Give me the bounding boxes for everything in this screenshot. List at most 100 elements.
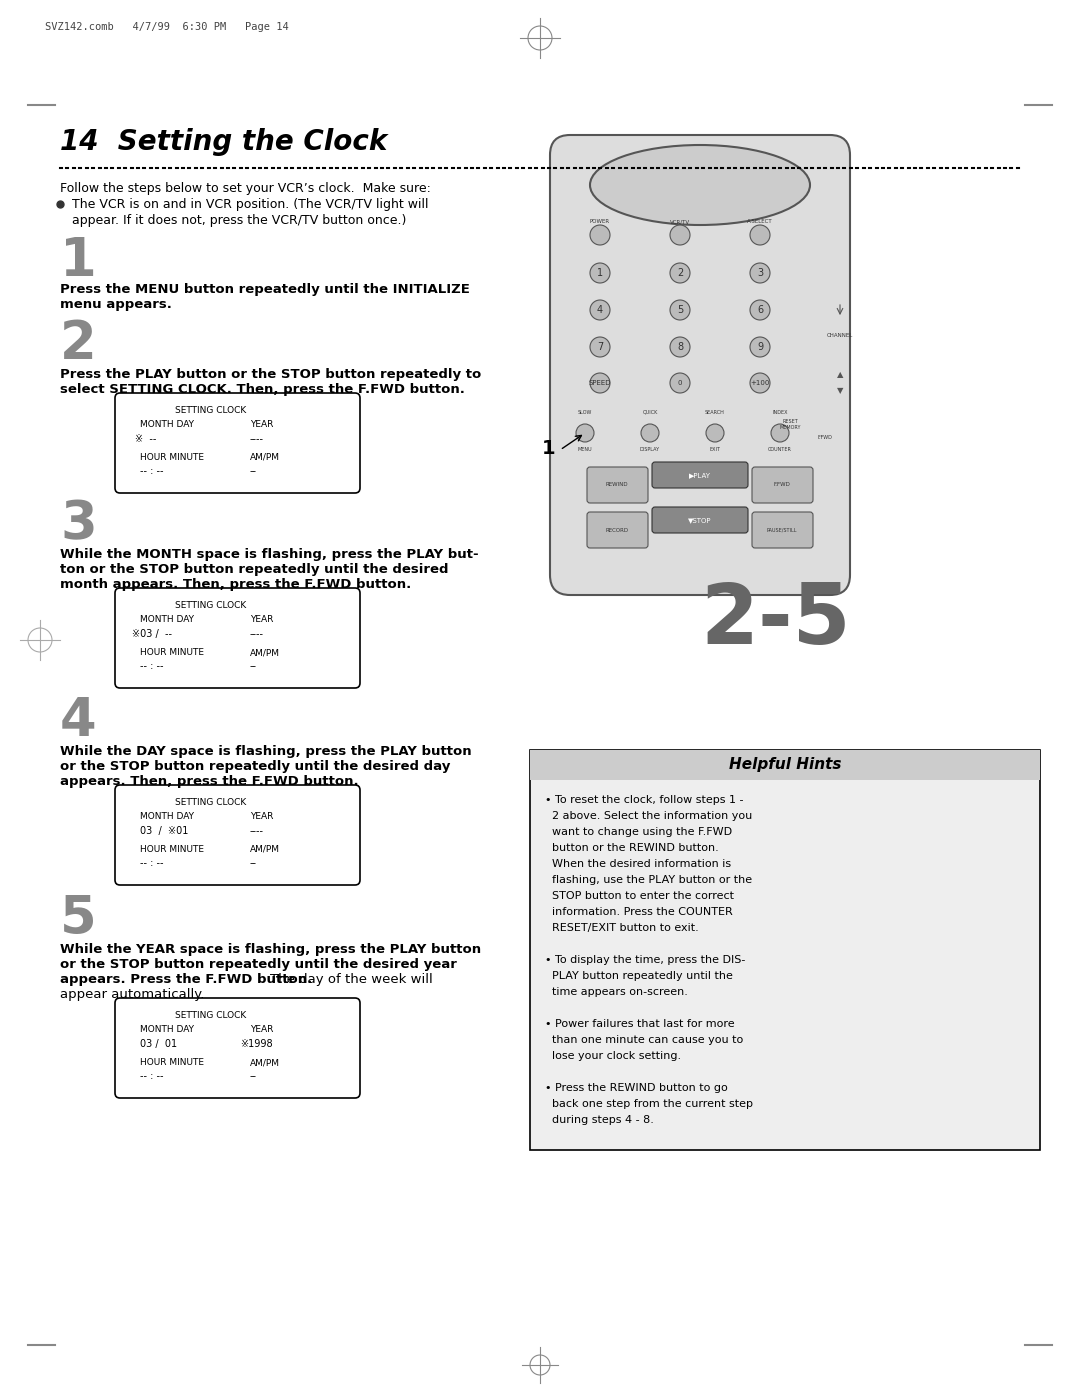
Text: SETTING CLOCK: SETTING CLOCK <box>175 798 246 807</box>
Text: 2: 2 <box>60 319 97 370</box>
Text: 5: 5 <box>60 893 96 944</box>
Text: menu appears.: menu appears. <box>60 298 172 312</box>
Text: select SETTING CLOCK. Then, press the F.FWD button.: select SETTING CLOCK. Then, press the F.… <box>60 383 464 395</box>
Text: MENU: MENU <box>578 447 592 453</box>
Text: • To display the time, press the DIS-: • To display the time, press the DIS- <box>545 956 745 965</box>
Text: PLAY button repeatedly until the: PLAY button repeatedly until the <box>545 971 733 981</box>
Text: appear automatically.: appear automatically. <box>60 988 204 1002</box>
Text: SVZ142.comb   4/7/99  6:30 PM   Page 14: SVZ142.comb 4/7/99 6:30 PM Page 14 <box>45 22 288 32</box>
Text: --: -- <box>249 467 257 476</box>
Text: month appears. Then, press the F.FWD button.: month appears. Then, press the F.FWD but… <box>60 578 411 591</box>
Text: MONTH DAY: MONTH DAY <box>140 615 194 624</box>
Text: 8: 8 <box>677 342 683 352</box>
Text: 14  Setting the Clock: 14 Setting the Clock <box>60 129 388 156</box>
Text: -- : --: -- : -- <box>140 1071 163 1081</box>
Text: AM/PM: AM/PM <box>249 1058 280 1067</box>
Text: 6: 6 <box>757 305 764 314</box>
FancyBboxPatch shape <box>652 462 748 488</box>
Text: STOP button to enter the correct: STOP button to enter the correct <box>545 891 734 901</box>
Text: Press the PLAY button or the STOP button repeatedly to: Press the PLAY button or the STOP button… <box>60 367 482 381</box>
Text: than one minute can cause you to: than one minute can cause you to <box>545 1035 743 1045</box>
Circle shape <box>590 300 610 320</box>
Text: The VCR is on and in VCR position. (The VCR/TV light will: The VCR is on and in VCR position. (The … <box>72 198 429 211</box>
Text: COUNTER: COUNTER <box>768 447 792 453</box>
Text: While the YEAR space is flashing, press the PLAY button: While the YEAR space is flashing, press … <box>60 943 481 956</box>
Text: AM/PM: AM/PM <box>249 845 280 854</box>
Text: YEAR: YEAR <box>249 1025 273 1034</box>
Circle shape <box>750 300 770 320</box>
Text: 2 above. Select the information you: 2 above. Select the information you <box>545 812 753 821</box>
Text: MONTH DAY: MONTH DAY <box>140 1025 194 1034</box>
Text: RECORD: RECORD <box>606 528 629 532</box>
Circle shape <box>670 373 690 393</box>
FancyBboxPatch shape <box>752 511 813 548</box>
Ellipse shape <box>590 145 810 225</box>
Circle shape <box>750 337 770 358</box>
FancyBboxPatch shape <box>652 507 748 534</box>
Text: F.FWD: F.FWD <box>773 482 791 488</box>
FancyBboxPatch shape <box>530 750 1040 780</box>
Circle shape <box>750 263 770 284</box>
Text: appears. Press the F.FWD button.: appears. Press the F.FWD button. <box>60 972 316 986</box>
FancyBboxPatch shape <box>588 511 648 548</box>
FancyBboxPatch shape <box>752 467 813 503</box>
Text: ※  --: ※ -- <box>135 434 157 444</box>
Text: ※1998: ※1998 <box>240 1039 272 1049</box>
Text: ----: ---- <box>249 629 264 638</box>
Circle shape <box>576 425 594 441</box>
Text: A.SELECT: A.SELECT <box>747 219 773 224</box>
Circle shape <box>670 263 690 284</box>
Text: or the STOP button repeatedly until the desired year: or the STOP button repeatedly until the … <box>60 958 457 971</box>
Text: HOUR MINUTE: HOUR MINUTE <box>140 1058 204 1067</box>
Text: back one step from the current step: back one step from the current step <box>545 1099 753 1109</box>
Text: YEAR: YEAR <box>249 812 273 821</box>
Text: RESET/EXIT button to exit.: RESET/EXIT button to exit. <box>545 923 699 933</box>
FancyBboxPatch shape <box>588 467 648 503</box>
Text: 1: 1 <box>541 439 555 457</box>
FancyBboxPatch shape <box>114 785 360 886</box>
Text: SETTING CLOCK: SETTING CLOCK <box>175 1011 246 1020</box>
Text: ----: ---- <box>249 826 264 835</box>
Circle shape <box>642 425 659 441</box>
Text: EXIT: EXIT <box>710 447 720 453</box>
Circle shape <box>590 263 610 284</box>
Circle shape <box>750 225 770 244</box>
Text: AM/PM: AM/PM <box>249 453 280 462</box>
Text: MONTH DAY: MONTH DAY <box>140 420 194 429</box>
Text: or the STOP button repeatedly until the desired day: or the STOP button repeatedly until the … <box>60 760 450 773</box>
Text: ※03 /  --: ※03 / -- <box>132 629 172 638</box>
Text: While the DAY space is flashing, press the PLAY button: While the DAY space is flashing, press t… <box>60 745 472 759</box>
Text: button or the REWIND button.: button or the REWIND button. <box>545 842 719 854</box>
FancyBboxPatch shape <box>114 588 360 687</box>
Text: SETTING CLOCK: SETTING CLOCK <box>175 601 246 610</box>
Circle shape <box>590 373 610 393</box>
Text: --: -- <box>249 1071 257 1081</box>
Text: --: -- <box>249 858 257 868</box>
Text: REWIND: REWIND <box>606 482 629 488</box>
Text: 1: 1 <box>60 235 97 286</box>
Text: 4: 4 <box>60 694 96 747</box>
Text: SEARCH: SEARCH <box>705 409 725 415</box>
Text: HOUR MINUTE: HOUR MINUTE <box>140 453 204 462</box>
Text: ▲: ▲ <box>837 370 843 380</box>
Text: Helpful Hints: Helpful Hints <box>729 757 841 773</box>
Circle shape <box>670 337 690 358</box>
Text: RESET: RESET <box>782 419 798 425</box>
Text: --: -- <box>249 661 257 671</box>
Text: ▶PLAY: ▶PLAY <box>689 472 711 478</box>
Text: ton or the STOP button repeatedly until the desired: ton or the STOP button repeatedly until … <box>60 563 448 576</box>
Text: CHANNEL: CHANNEL <box>827 332 853 338</box>
Text: time appears on-screen.: time appears on-screen. <box>545 988 688 997</box>
Text: 2: 2 <box>677 268 684 278</box>
Text: -- : --: -- : -- <box>140 858 163 868</box>
Text: POWER: POWER <box>590 219 610 224</box>
Text: VCR/TV: VCR/TV <box>670 219 690 224</box>
Text: MEMORY: MEMORY <box>780 425 800 430</box>
Text: 3: 3 <box>60 497 97 550</box>
Text: ----: ---- <box>249 434 264 444</box>
FancyBboxPatch shape <box>550 136 850 595</box>
Text: appears. Then, press the F.FWD button.: appears. Then, press the F.FWD button. <box>60 775 359 788</box>
Text: ▼: ▼ <box>837 387 843 395</box>
Text: 9: 9 <box>757 342 764 352</box>
Text: QUICK: QUICK <box>643 409 658 415</box>
